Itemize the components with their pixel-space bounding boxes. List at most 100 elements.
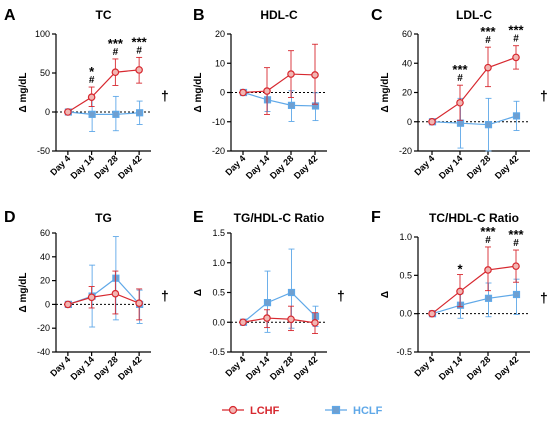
y-tick-label: 1.0	[399, 232, 412, 242]
legend: LCHF HCLF	[222, 405, 383, 417]
dagger-mark: †	[161, 288, 169, 304]
data-point	[456, 287, 464, 296]
y-axis-label: Δ mg/dL	[18, 73, 29, 113]
data-point	[239, 318, 247, 327]
x-tick-label: Day 28	[268, 153, 296, 181]
dagger-mark: †	[161, 88, 169, 104]
data-point	[512, 262, 520, 270]
x-tick-label: Day 14	[437, 153, 465, 181]
data-point	[64, 300, 72, 309]
data-point	[456, 301, 465, 309]
dagger-mark: †	[337, 288, 345, 304]
y-tick-label: -50	[37, 146, 50, 156]
x-tick-label: Day 28	[465, 153, 493, 181]
x-tick-label: Day 14	[244, 153, 272, 181]
legend-label: HCLF	[353, 405, 383, 417]
legend-marker	[228, 405, 238, 415]
panel-letter: D	[4, 209, 16, 226]
y-tick-label: -10	[212, 117, 225, 127]
significance-hash: #	[485, 235, 491, 246]
y-tick-label: 0	[45, 107, 50, 117]
y-tick-label: -20	[37, 323, 50, 333]
panel-F: F TC/HDL-C Ratio -0.5 0.0 0.5 1.0 Δ Day 4 Day 14…	[371, 209, 548, 382]
dagger-mark: †	[540, 290, 548, 306]
significance-hash: #	[457, 73, 463, 84]
y-axis-label: Δ mg/dL	[18, 273, 29, 313]
panel-letter: A	[4, 7, 16, 24]
series-lchf	[64, 270, 143, 321]
series-hclf	[428, 278, 521, 319]
data-point	[311, 319, 319, 327]
significance-stars: ***	[132, 34, 148, 49]
series-lchf	[428, 45, 520, 126]
series-lchf	[428, 246, 520, 318]
data-point	[484, 121, 493, 129]
data-point	[311, 312, 320, 320]
y-tick-label: 60	[402, 29, 412, 39]
significance-stars: ***	[480, 224, 496, 239]
x-tick-label: Day 14	[244, 354, 272, 382]
x-tick-label: Day 42	[493, 354, 521, 382]
data-point	[287, 288, 296, 297]
y-tick-label: 0	[407, 117, 412, 127]
data-point	[287, 70, 295, 78]
data-point	[263, 314, 271, 322]
legend-item-lchf: LCHF	[222, 405, 280, 417]
data-point	[311, 102, 320, 110]
y-tick-label: 1.0	[212, 258, 225, 268]
y-tick-label: -40	[37, 347, 50, 357]
data-point	[428, 117, 436, 126]
panel-title: HDL-C	[260, 8, 298, 22]
y-tick-label: 0	[220, 88, 225, 98]
series-line	[242, 73, 316, 94]
data-point	[484, 266, 492, 274]
x-tick-label: Day 4	[412, 153, 436, 177]
panel-title: TG/HDL-C Ratio	[234, 211, 325, 225]
data-point	[512, 290, 521, 299]
series-line	[431, 56, 517, 123]
data-point	[484, 294, 493, 302]
y-tick-label: 60	[40, 228, 50, 238]
significance-hash: #	[136, 45, 142, 56]
x-tick-label: Day 14	[68, 354, 96, 382]
x-tick-label: Day 42	[292, 153, 320, 181]
y-tick-label: 20	[215, 29, 225, 39]
series-hclf	[239, 248, 320, 333]
data-point	[87, 93, 96, 101]
series-hclf	[239, 88, 320, 122]
data-point	[239, 88, 247, 97]
significance-stars: ***	[480, 24, 496, 39]
y-axis-label: Δ	[193, 289, 204, 296]
y-tick-label: 0.0	[212, 317, 225, 327]
y-tick-label: -0.5	[396, 347, 412, 357]
panel-letter: B	[193, 7, 205, 24]
y-tick-label: -0.5	[209, 347, 225, 357]
y-axis-label: Δ mg/dL	[380, 73, 391, 113]
x-tick-label: Day 14	[437, 354, 465, 382]
series-line	[432, 115, 517, 126]
series-line	[432, 293, 517, 315]
series-line	[243, 91, 316, 107]
data-point	[512, 53, 520, 62]
y-axis-label: Δ	[380, 291, 391, 298]
data-point	[287, 101, 296, 109]
y-tick-label: 0.5	[212, 288, 225, 298]
data-point	[311, 71, 319, 79]
data-point	[64, 108, 72, 116]
panel-title: TC/HDL-C Ratio	[429, 211, 519, 225]
y-tick-label: 0.5	[399, 270, 412, 280]
series-line	[67, 293, 140, 305]
data-point	[456, 119, 465, 127]
y-tick-label: -20	[212, 146, 225, 156]
x-tick-label: Day 28	[92, 354, 120, 382]
series-hclf	[64, 236, 144, 328]
data-point	[135, 299, 143, 308]
x-tick-label: Day 42	[292, 354, 320, 382]
panel-letter: E	[193, 209, 204, 226]
x-tick-label: Day 42	[493, 153, 521, 181]
